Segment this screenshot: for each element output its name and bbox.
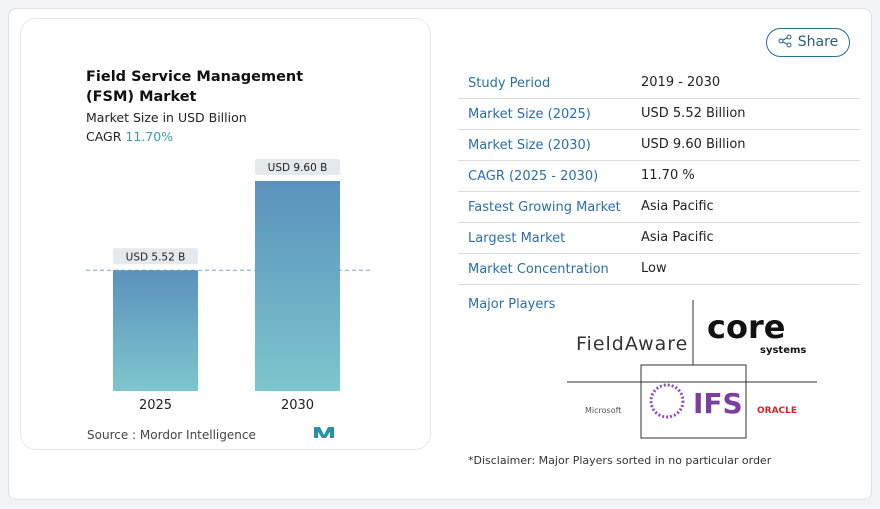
chart: USD 5.52 B 2025 USD 9.60 B 2030 xyxy=(86,159,372,438)
players-grid: FieldAware core systems Microsoft IFS OR… xyxy=(567,300,817,439)
share-label: Share xyxy=(797,34,839,50)
share-button[interactable]: Share xyxy=(766,28,850,57)
value-label: USD 5.52 B xyxy=(126,251,186,263)
source-name: Mordor Intelligence xyxy=(139,428,256,442)
share-icon xyxy=(778,34,792,48)
table-key: Largest Market xyxy=(468,231,566,246)
cagr-label: CAGR xyxy=(86,129,122,144)
logo-ifs-icon xyxy=(649,383,685,419)
value-label-box xyxy=(113,248,198,265)
table-value: Low xyxy=(641,261,667,276)
subtitle: Market Size in USD Billion xyxy=(86,110,247,125)
source: Source : Mordor Intelligence xyxy=(87,428,256,442)
chart-title: Field Service Management (FSM) Market xyxy=(86,69,304,105)
logo-ifs: IFS xyxy=(693,387,743,420)
cagr: CAGR 11.70% xyxy=(86,129,173,144)
source-label: Source : xyxy=(87,428,137,442)
table-value: Asia Pacific xyxy=(641,230,714,245)
table-row: CAGR (2025 - 2030) 11.70 % xyxy=(458,161,860,192)
table-value: USD 9.60 Billion xyxy=(641,137,746,152)
players-title: Major Players xyxy=(468,297,556,312)
value-label-box xyxy=(255,159,340,175)
logo-microsoft: Microsoft xyxy=(585,406,621,415)
table-key: CAGR (2025 - 2030) xyxy=(468,169,599,184)
logo-oracle: ORACLE xyxy=(757,406,797,416)
logo-core: core xyxy=(707,308,785,346)
table-row: Market Concentration Low xyxy=(458,254,860,285)
table-key: Market Size (2030) xyxy=(468,138,591,153)
table-key: Fastest Growing Market xyxy=(468,200,621,215)
table-value: 2019 - 2030 xyxy=(641,75,721,90)
table-row: Fastest Growing Market Asia Pacific xyxy=(458,192,860,223)
disclaimer: *Disclaimer: Major Players sorted in no … xyxy=(468,454,772,467)
table-row: Market Size (2030) USD 9.60 Billion xyxy=(458,130,860,161)
table-key: Market Size (2025) xyxy=(468,107,591,122)
logo-fieldaware: FieldAware xyxy=(576,333,688,355)
table-value: USD 5.52 Billion xyxy=(641,106,746,121)
logo-systems: systems xyxy=(760,345,806,356)
x-tick-label: 2030 xyxy=(281,398,314,413)
table-key: Market Concentration xyxy=(468,262,609,277)
table-row: Largest Market Asia Pacific xyxy=(458,223,860,254)
chart-card xyxy=(20,18,431,450)
logo xyxy=(314,427,334,438)
table-value: Asia Pacific xyxy=(641,199,714,214)
cagr-value: 11.70% xyxy=(125,129,174,144)
value-label: USD 9.60 B xyxy=(268,162,328,174)
x-tick-label: 2025 xyxy=(139,398,172,413)
table-row: Market Size (2025) USD 5.52 Billion xyxy=(458,99,860,130)
table-row: Study Period 2019 - 2030 xyxy=(458,68,860,99)
table-key: Study Period xyxy=(468,76,551,91)
bar xyxy=(113,270,198,391)
table-value: 11.70 % xyxy=(641,168,695,183)
bar xyxy=(255,181,340,391)
